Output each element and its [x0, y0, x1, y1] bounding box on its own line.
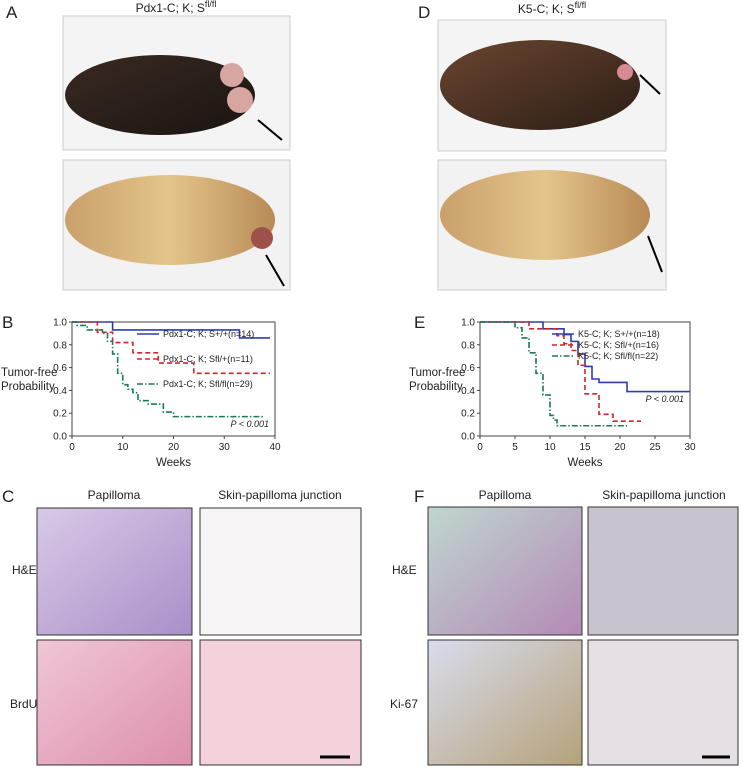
survival-curve — [72, 321, 270, 339]
y-axis-label: Probability — [409, 381, 463, 393]
histology-group — [427, 506, 739, 766]
y-tick-label: 0.0 — [53, 432, 67, 443]
panel-letter: F — [414, 487, 424, 506]
y-tick-label: 0.8 — [461, 340, 475, 351]
annotation: P < 0.001 — [646, 394, 684, 404]
y-tick-label: 1.0 — [53, 318, 67, 329]
micrograph — [587, 506, 739, 636]
panel-letter: B — [2, 313, 13, 332]
survival-curve — [72, 321, 265, 418]
row-label: H&E — [392, 563, 417, 577]
x-tick-label: 5 — [512, 442, 518, 453]
column-label: Skin-papilloma junction — [218, 488, 341, 502]
micrograph — [36, 639, 193, 766]
legend-label: K5-C; K; S+/+(n=18) — [578, 329, 660, 339]
panel-letter: A — [6, 3, 18, 22]
y-tick-label: 0.4 — [461, 386, 475, 397]
photo-content — [65, 175, 275, 265]
title-sup: fl/fl — [575, 0, 587, 10]
x-tick-label: 30 — [684, 442, 696, 453]
x-tick-label: 15 — [579, 442, 591, 453]
arrow — [265, 254, 285, 287]
row-label: H&E — [12, 563, 37, 577]
arrow — [257, 119, 283, 141]
photo-group — [437, 19, 667, 291]
x-axis-label: Weeks — [568, 457, 603, 469]
x-tick-label: 10 — [544, 442, 556, 453]
y-tick-label: 0.8 — [53, 340, 67, 351]
micrograph — [427, 506, 583, 636]
arrow — [647, 235, 663, 273]
photo-content — [227, 87, 253, 113]
y-axis-label: Tumor-free — [409, 367, 465, 379]
survival-curve — [480, 321, 690, 393]
legend-label: K5-C; K; Sfl/+(n=16) — [578, 340, 659, 350]
micrograph — [427, 639, 583, 766]
x-tick-label: 20 — [614, 442, 626, 453]
y-tick-label: 0.0 — [461, 432, 475, 443]
y-tick-label: 0.2 — [461, 409, 475, 420]
y-tick-label: 0.2 — [53, 409, 67, 420]
legend-label: Pdx1-C; K; Sfl/+(n=11) — [163, 354, 253, 364]
photo-content — [251, 227, 273, 249]
title-text: K5-C; K; S — [518, 2, 575, 16]
x-tick-label: 0 — [477, 442, 483, 453]
y-tick-label: 0.6 — [461, 363, 475, 374]
y-tick-label: 0.6 — [53, 363, 67, 374]
survival-curve — [480, 321, 641, 422]
legend-label: Pdx1-C; K; Sfl/fl(n=29) — [163, 379, 253, 389]
column-label: Papilloma — [88, 488, 141, 502]
title-sup: fl/fl — [205, 0, 217, 9]
x-axis-label: Weeks — [156, 457, 191, 469]
survival-curve — [72, 321, 270, 375]
row-label: Ki-67 — [390, 697, 418, 711]
panel-letter: E — [414, 313, 425, 332]
photo-content — [617, 64, 633, 80]
x-tick-label: 25 — [649, 442, 661, 453]
y-tick-label: 1.0 — [461, 318, 475, 329]
legend-label: Pdx1-C; K; S+/+(n=14) — [163, 329, 254, 339]
row-label: BrdU — [10, 697, 37, 711]
photo-content — [65, 55, 255, 135]
x-tick-label: 30 — [219, 442, 231, 453]
histology-group — [36, 507, 362, 766]
column-label: Papilloma — [479, 488, 532, 502]
y-axis-label: Tumor-free — [1, 367, 57, 379]
x-tick-label: 10 — [117, 442, 129, 453]
annotation: P < 0.001 — [231, 419, 269, 429]
photo-content — [440, 40, 640, 130]
photo-content — [440, 170, 650, 260]
column-label: Skin-papilloma junction — [602, 488, 725, 502]
panel-title: Pdx1-C; K; Sfl/fl — [136, 0, 217, 15]
survival-curve — [480, 321, 627, 427]
arrow — [639, 74, 661, 95]
title-text: Pdx1-C; K; S — [136, 1, 205, 15]
legend-label: K5-C; K; Sfl/fl(n=22) — [578, 351, 658, 361]
micrograph — [199, 639, 362, 766]
micrograph — [199, 507, 362, 636]
micrograph — [587, 639, 739, 766]
panel-title: K5-C; K; Sfl/fl — [518, 0, 586, 16]
x-tick-label: 0 — [69, 442, 75, 453]
micrograph — [36, 507, 193, 636]
x-tick-label: 40 — [269, 442, 281, 453]
panel-letter: C — [2, 487, 14, 506]
y-axis-label: Probability — [1, 381, 55, 393]
photo-group — [62, 15, 291, 291]
photo-content — [220, 63, 244, 87]
y-tick-label: 0.4 — [53, 386, 67, 397]
x-tick-label: 20 — [168, 442, 180, 453]
panel-letter: D — [418, 3, 430, 22]
